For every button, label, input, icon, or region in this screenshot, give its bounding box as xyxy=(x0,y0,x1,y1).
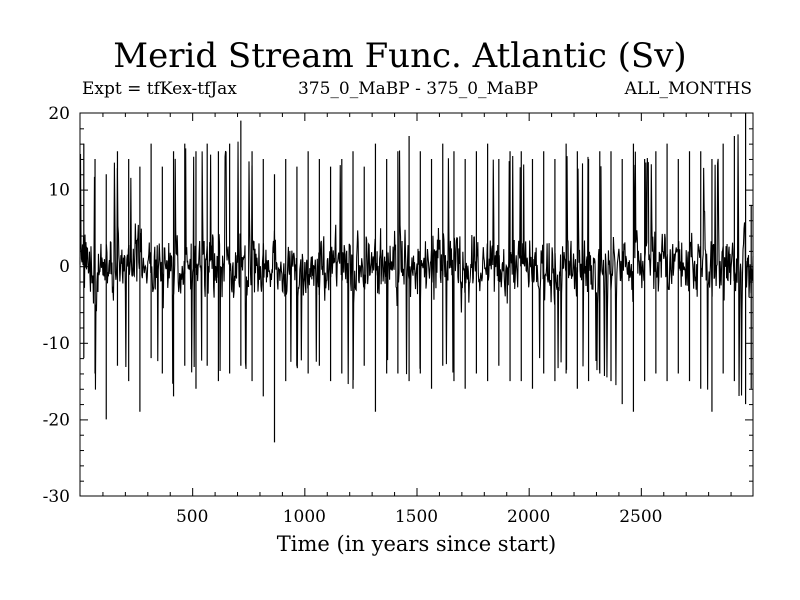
y-tick-label: 0 xyxy=(59,257,70,277)
series-layer xyxy=(79,113,754,443)
y-tick-label: 20 xyxy=(48,104,70,124)
y-tick-label: 10 xyxy=(48,181,70,201)
y-tick-label: -10 xyxy=(43,334,70,354)
plot-frame xyxy=(79,112,754,497)
series-line xyxy=(79,134,754,396)
x-tick-label: 1500 xyxy=(395,507,438,527)
x-tick-label: 2000 xyxy=(507,507,550,527)
months-label: ALL_MONTHS xyxy=(624,79,752,99)
x-tick-label: 1000 xyxy=(283,507,326,527)
experiment-label: Expt = tfKex-tfJax xyxy=(82,79,237,99)
x-tick-label: 2500 xyxy=(619,507,662,527)
axes-layer: 500 1000 1500 2000 2500 20 10 0 -10 -20 -30 xyxy=(43,104,754,527)
period-label: 375_0_MaBP - 375_0_MaBP xyxy=(297,79,539,99)
x-tick-label: 500 xyxy=(176,507,208,527)
y-tick-label: -30 xyxy=(43,487,70,507)
y-tick-label: -20 xyxy=(43,410,70,430)
x-axis-label: Time (in years since start) xyxy=(276,532,557,556)
chart-title: Merid Stream Func. Atlantic (Sv) xyxy=(113,36,687,76)
